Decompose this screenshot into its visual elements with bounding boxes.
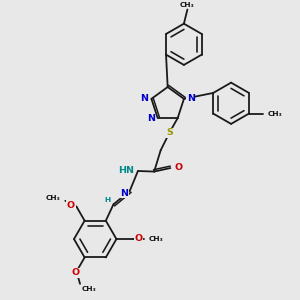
Text: H: H — [104, 197, 110, 203]
Text: N: N — [120, 189, 128, 198]
Text: CH₃: CH₃ — [149, 236, 164, 242]
Text: N: N — [147, 114, 155, 123]
Text: CH₃: CH₃ — [268, 111, 283, 117]
Text: O: O — [67, 201, 75, 210]
Text: O: O — [175, 163, 183, 172]
Text: CH₃: CH₃ — [82, 286, 97, 292]
Text: CH₃: CH₃ — [46, 195, 60, 201]
Text: N: N — [187, 94, 195, 103]
Text: CH₃: CH₃ — [180, 2, 195, 8]
Text: N: N — [140, 94, 148, 103]
Text: O: O — [134, 234, 142, 243]
Text: S: S — [166, 128, 173, 137]
Text: HN: HN — [118, 166, 134, 175]
Text: O: O — [72, 268, 80, 278]
